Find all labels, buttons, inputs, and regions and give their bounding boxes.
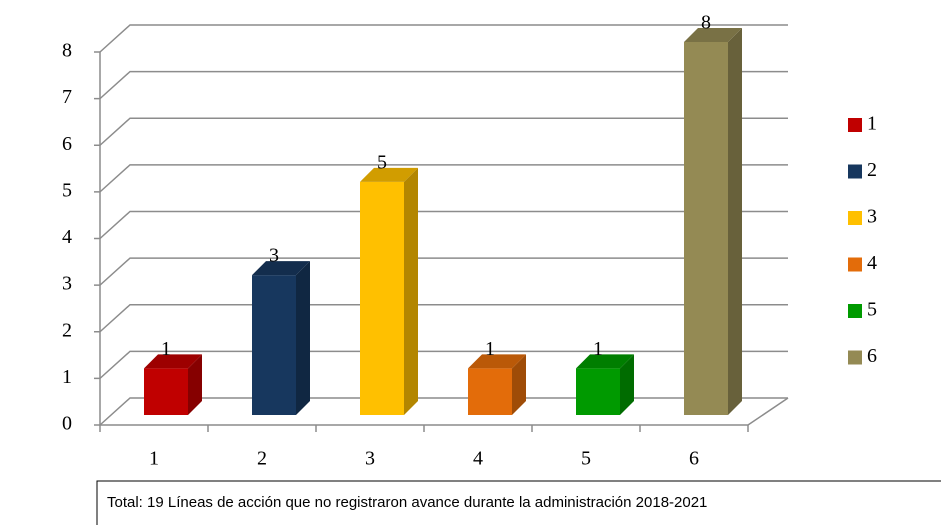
bar-top	[684, 28, 742, 42]
caption: Total: 19 Líneas de acción que no regist…	[107, 494, 707, 511]
grid-line	[99, 70, 788, 100]
x-tick-label: 2	[257, 448, 267, 470]
y-tick-label: 8	[62, 40, 72, 62]
grid-line	[99, 210, 788, 240]
bar-top	[252, 261, 310, 276]
grid-line	[99, 304, 788, 333]
grid-line	[99, 117, 788, 146]
legend-swatch	[848, 304, 862, 318]
bar-front	[252, 275, 296, 415]
y-tick-label: 4	[62, 226, 72, 248]
grid-line	[99, 397, 788, 426]
y-tick-label: 0	[62, 413, 72, 435]
x-tick-label: 3	[365, 448, 375, 470]
data-label: 1	[593, 338, 603, 360]
bar-front	[144, 368, 188, 415]
legend-swatch	[848, 350, 862, 365]
x-tick-label: 5	[581, 448, 591, 470]
grid-line	[99, 350, 788, 379]
y-tick-label: 7	[62, 86, 72, 108]
legend-label: 4	[867, 252, 877, 274]
y-tick-label: 2	[62, 319, 72, 341]
legend-label: 6	[867, 345, 877, 367]
legend-swatch	[848, 118, 862, 132]
x-tick-label: 1	[149, 448, 159, 470]
bar	[360, 167, 418, 415]
bar-top	[360, 167, 418, 182]
legend-swatch	[848, 257, 862, 272]
legend-label: 1	[867, 113, 877, 135]
grid-line	[99, 257, 788, 286]
bar-side	[296, 261, 310, 415]
grid-line	[99, 24, 788, 53]
bar-top	[468, 354, 526, 369]
bar-side	[620, 354, 634, 415]
y-tick-label: 3	[62, 273, 72, 295]
legend-label: 5	[867, 299, 877, 321]
y-tick-label: 1	[62, 366, 72, 388]
bar-side	[188, 354, 202, 415]
bar-side	[512, 354, 526, 415]
bar	[684, 28, 742, 415]
bar-front	[468, 368, 512, 415]
bar	[144, 354, 202, 415]
caption-box	[96, 480, 941, 525]
bar	[468, 354, 526, 415]
legend-label: 2	[867, 159, 877, 181]
x-tick-label: 6	[689, 448, 699, 470]
bar-front	[684, 42, 728, 415]
bar	[576, 354, 634, 415]
y-tick-label: 6	[62, 133, 72, 155]
grid-line	[99, 164, 788, 193]
bar-top	[144, 354, 202, 369]
data-label: 8	[701, 12, 711, 34]
bar-front	[576, 368, 620, 415]
data-label: 1	[161, 338, 171, 360]
bar-side	[728, 28, 742, 415]
y-tick-label: 5	[62, 179, 72, 201]
data-label: 1	[485, 338, 495, 360]
data-label: 3	[269, 245, 279, 267]
x-tick-label: 4	[473, 448, 483, 470]
legend-label: 3	[867, 206, 877, 228]
bar-side	[404, 167, 418, 415]
legend-swatch	[848, 211, 862, 225]
bar-front	[360, 181, 404, 415]
legend-swatch	[848, 164, 862, 179]
bar-top	[576, 354, 634, 369]
data-label: 5	[377, 151, 387, 173]
bar	[252, 261, 310, 415]
